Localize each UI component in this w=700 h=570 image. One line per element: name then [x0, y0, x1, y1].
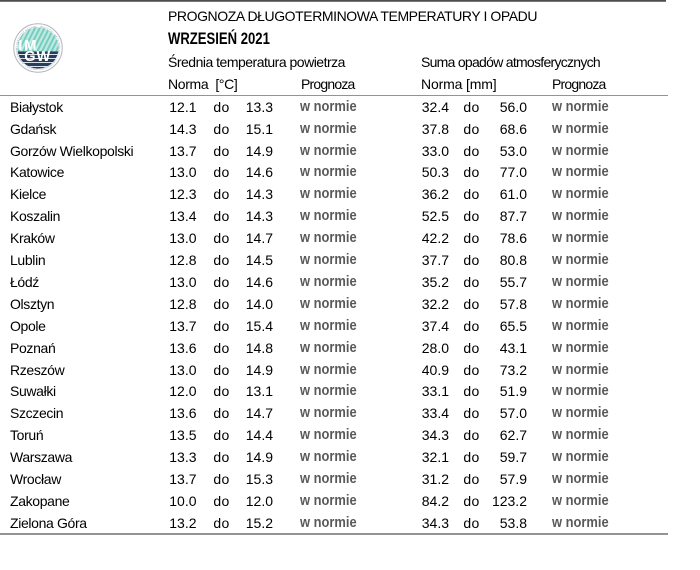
svg-text:IM: IM	[18, 37, 38, 54]
svg-text:GW: GW	[24, 49, 51, 65]
